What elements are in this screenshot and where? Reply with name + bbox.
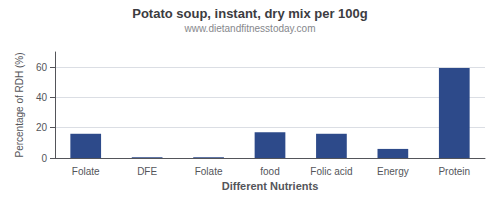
svg-text:www.dietandfitnesstoday.com: www.dietandfitnesstoday.com (184, 23, 316, 34)
svg-text:food: food (260, 166, 279, 177)
svg-text:Energy: Energy (377, 166, 409, 177)
svg-text:40: 40 (36, 92, 48, 103)
svg-text:Protein: Protein (438, 166, 470, 177)
svg-text:20: 20 (36, 122, 48, 133)
svg-text:60: 60 (36, 62, 48, 73)
svg-text:Percentage of RDH (%): Percentage of RDH (%) (14, 52, 25, 157)
svg-text:Folate: Folate (195, 166, 223, 177)
svg-text:Folate: Folate (72, 166, 100, 177)
svg-text:Potato soup, instant, dry mix: Potato soup, instant, dry mix per 100g (132, 6, 368, 21)
svg-text:Different Nutrients: Different Nutrients (222, 180, 319, 192)
svg-text:Folic acid: Folic acid (310, 166, 352, 177)
svg-text:DFE: DFE (137, 166, 157, 177)
svg-text:0: 0 (41, 153, 47, 164)
